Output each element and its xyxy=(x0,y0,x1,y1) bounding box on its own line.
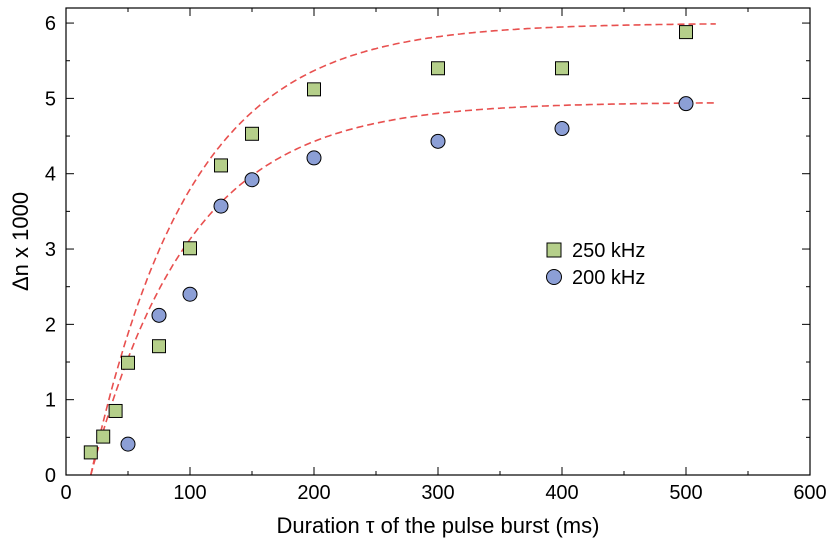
fit-curve xyxy=(90,102,716,476)
data-point-square xyxy=(152,339,166,354)
data-point-circle xyxy=(182,286,198,302)
fit-curve xyxy=(90,23,716,476)
data-point-circle xyxy=(120,436,136,452)
data-point-square xyxy=(307,82,321,97)
legend: 250 kHz 200 kHz xyxy=(546,240,645,289)
x-tick-label: 100 xyxy=(173,482,206,504)
data-point-circle xyxy=(306,150,322,166)
y-axis-title: Δn x 1000 xyxy=(8,192,33,291)
legend-marker-250khz xyxy=(546,242,562,258)
y-tick-label: 3 xyxy=(45,239,56,261)
x-tick-label: 300 xyxy=(421,482,454,504)
y-tick-label: 4 xyxy=(45,164,56,186)
data-point-square xyxy=(183,241,197,256)
fit-curves xyxy=(90,23,716,476)
y-tick-label: 2 xyxy=(45,314,56,336)
y-axis-ticks: 0 1 2 3 4 5 6 xyxy=(45,13,810,487)
y-tick-label: 0 xyxy=(45,465,56,487)
data-point-square xyxy=(108,403,123,418)
plot-frame xyxy=(65,7,811,476)
data-point-square xyxy=(245,126,259,141)
x-axis-title: Duration τ of the pulse burst (ms) xyxy=(277,513,600,538)
data-point-circle xyxy=(213,198,229,214)
x-tick-label: 600 xyxy=(793,482,826,504)
data-point-square xyxy=(83,445,98,460)
y-tick-label: 1 xyxy=(45,390,56,412)
data-point-circle xyxy=(244,172,260,188)
data-point-square xyxy=(679,25,693,40)
y-tick-label: 6 xyxy=(45,13,56,35)
data-point-square xyxy=(121,355,135,370)
x-axis-ticks: 0 100 200 300 400 500 600 xyxy=(60,8,827,504)
data-point-square xyxy=(431,61,445,76)
data-point-square xyxy=(96,429,111,444)
data-point-circle xyxy=(678,96,694,112)
data-point-circle xyxy=(430,133,446,149)
data-points xyxy=(83,25,694,460)
data-point-circle xyxy=(151,307,167,323)
legend-label-250khz: 250 kHz xyxy=(572,240,645,262)
x-tick-label: 200 xyxy=(297,482,330,504)
data-point-circle xyxy=(554,121,570,137)
data-point-square xyxy=(555,61,569,76)
data-point-square xyxy=(214,158,228,173)
x-tick-label: 500 xyxy=(669,482,702,504)
x-tick-label: 400 xyxy=(545,482,578,504)
x-tick-label: 0 xyxy=(60,482,71,504)
legend-label-200khz: 200 kHz xyxy=(572,267,645,289)
legend-marker-200khz xyxy=(546,269,562,285)
y-tick-label: 5 xyxy=(45,88,56,110)
